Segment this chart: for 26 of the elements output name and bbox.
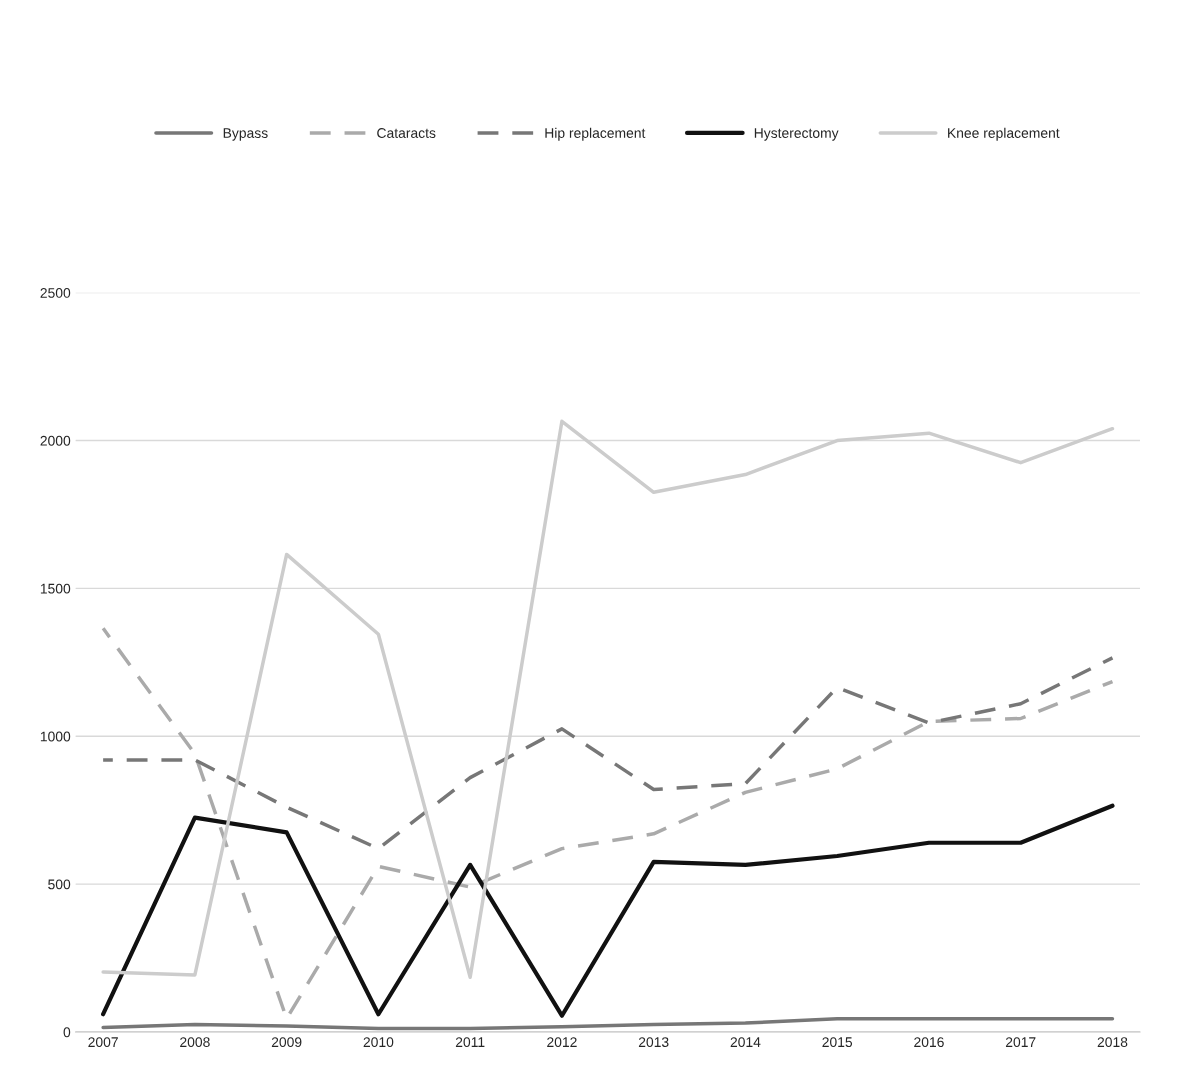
legend-label: Bypass [223,128,268,141]
y-tick-label: 2500 [40,288,71,298]
y-tick-label: 500 [48,879,71,890]
x-tick-label: 2008 [180,1037,210,1048]
x-tick-label: 2018 [1097,1037,1128,1048]
x-tick-label: 2010 [363,1037,394,1048]
y-tick-label: 2000 [40,435,71,446]
x-tick-label: 2016 [914,1037,944,1048]
x-tick-label: 2009 [271,1037,302,1048]
x-tick-label: 2013 [638,1037,669,1048]
x-tick-label: 2011 [455,1037,485,1048]
line-series [101,1016,1115,1031]
x-tick-label: 2017 [1005,1037,1036,1048]
line-series [101,419,1115,979]
y-tick-label: 0 [63,1027,71,1038]
legend-label: Hysterectomy [754,128,839,141]
legend-label: Knee replacement [948,127,1060,141]
line-series [101,803,1115,1018]
y-tick-label: 1500 [40,583,71,594]
x-tick-label: 2015 [822,1037,853,1048]
x-tick-label: 2007 [88,1037,118,1048]
x-tick-label: 2012 [547,1037,577,1048]
y-tick-label: 1000 [40,731,71,742]
x-tick-label: 2014 [730,1037,761,1048]
legend-label: Hip replacement [545,127,646,141]
legend-label: Cataracts [377,128,436,138]
